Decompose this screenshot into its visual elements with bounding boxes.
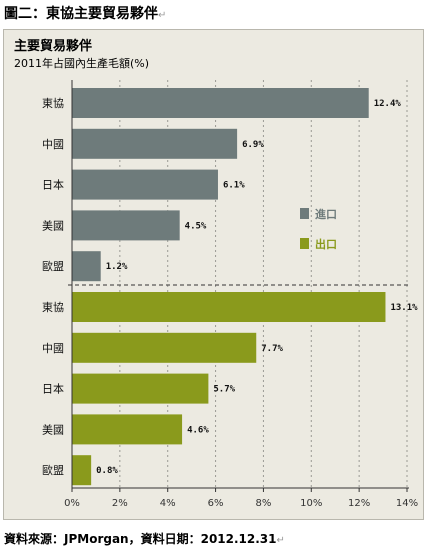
value-label: 6.9% xyxy=(242,140,264,150)
category-label: 美國 xyxy=(42,219,64,232)
category-label: 中國 xyxy=(42,342,64,355)
category-label: 東協 xyxy=(42,301,64,314)
export-bar xyxy=(72,292,386,322)
value-label: 7.7% xyxy=(261,344,283,354)
x-tick-label: 2% xyxy=(112,498,128,509)
x-tick-label: 10% xyxy=(300,498,322,509)
return-mark: ↵ xyxy=(158,10,167,21)
source-note: 資料來源：JPMorgan，資料日期：2012.12.31↵ xyxy=(4,532,285,546)
legend-label: 出口 xyxy=(315,237,337,251)
x-tick-label: 8% xyxy=(255,498,271,509)
value-label: 4.5% xyxy=(185,221,207,231)
value-label: 5.7% xyxy=(213,385,235,395)
legend-label: 進口 xyxy=(315,207,337,221)
import-bar xyxy=(72,251,101,282)
legend-swatch-export xyxy=(300,238,309,249)
category-label: 歐盟 xyxy=(42,463,64,477)
chart-subtitle: 2011年占國內生產毛額(%) xyxy=(14,57,150,70)
x-tick-label: 4% xyxy=(160,498,176,509)
export-bar xyxy=(72,373,209,404)
figure-caption: 圖二：東協主要貿易夥伴↵ xyxy=(4,6,167,22)
import-bar xyxy=(72,128,238,159)
value-label: 12.4% xyxy=(374,99,402,109)
category-label: 日本 xyxy=(42,178,64,192)
return-mark: ↵ xyxy=(276,535,285,546)
category-label: 中國 xyxy=(42,138,64,151)
category-label: 美國 xyxy=(42,423,64,436)
export-bar xyxy=(72,414,183,445)
export-bar xyxy=(72,332,257,363)
import-bar xyxy=(72,169,218,200)
legend-swatch-import xyxy=(300,208,309,219)
chart-frame: 主要貿易夥伴 2011年占國內生產毛額(%) 東協 12.4% 中國 6.9% 日本 6.… xyxy=(3,29,424,520)
x-tick-label: 12% xyxy=(348,498,370,509)
bar-chart: 東協 12.4% 中國 6.9% 日本 6.1% 美國 4.5% 歐盟 1.2% 東協 13.1% 中國… xyxy=(42,80,418,509)
x-tick-label: 14% xyxy=(396,498,418,509)
value-label: 4.6% xyxy=(187,425,209,435)
category-label: 日本 xyxy=(42,382,64,396)
import-bar xyxy=(72,210,180,241)
value-label: 13.1% xyxy=(390,303,418,313)
value-label: 1.2% xyxy=(106,262,128,272)
category-label: 歐盟 xyxy=(42,259,64,273)
value-label: 6.1% xyxy=(223,181,245,191)
x-tick-label: 6% xyxy=(208,498,224,509)
import-bar xyxy=(72,88,369,118)
chart-title: 主要貿易夥伴 xyxy=(14,39,93,54)
category-label: 東協 xyxy=(42,97,64,110)
value-label: 0.8% xyxy=(96,466,118,476)
export-bar xyxy=(72,455,92,486)
x-tick-label: 0% xyxy=(64,498,80,509)
